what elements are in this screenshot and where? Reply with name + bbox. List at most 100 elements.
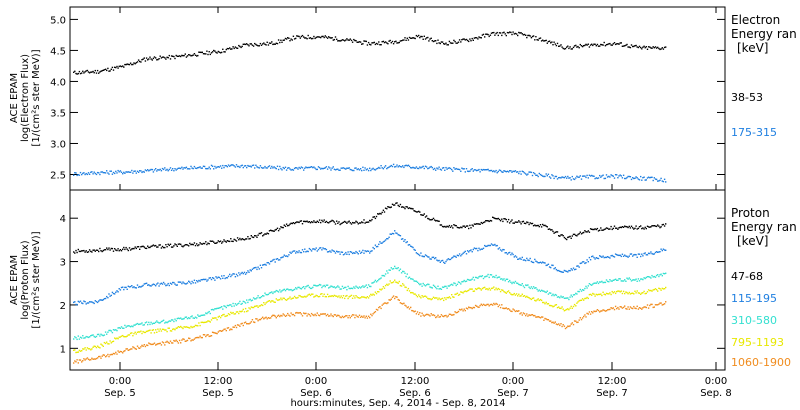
data-point: [177, 243, 180, 245]
data-point: [150, 245, 152, 248]
data-point: [380, 277, 382, 279]
data-point: [316, 312, 318, 314]
legend-range-175-315: 175-315: [731, 126, 777, 139]
data-point: [556, 323, 559, 326]
data-point: [260, 232, 263, 234]
data-point: [118, 351, 120, 353]
data-point: [364, 250, 366, 252]
data-point: [339, 296, 341, 299]
data-point: [94, 345, 96, 348]
data-point: [283, 314, 285, 316]
data-point: [391, 281, 394, 284]
data-point: [158, 322, 160, 324]
data-point: [246, 166, 248, 169]
data-point: [135, 287, 137, 289]
data-point: [659, 48, 661, 51]
data-point: [526, 313, 528, 315]
data-point: [421, 285, 423, 287]
data-point: [441, 259, 444, 262]
data-point: [137, 331, 140, 333]
data-point: [268, 165, 271, 167]
data-point: [74, 360, 76, 362]
data-point: [364, 167, 366, 169]
data-point: [202, 242, 205, 245]
data-point: [381, 274, 383, 277]
data-point: [289, 168, 291, 170]
data-point: [265, 302, 267, 304]
data-point: [492, 32, 494, 34]
data-point: [613, 42, 616, 44]
data-point: [265, 316, 267, 318]
data-point: [380, 242, 382, 244]
data-point: [611, 228, 613, 231]
data-point: [199, 315, 201, 317]
data-point: [235, 240, 238, 242]
data-point: [137, 59, 140, 61]
data-point: [616, 307, 618, 310]
data-point: [112, 352, 115, 355]
data-point: [345, 39, 347, 41]
data-point: [661, 287, 663, 290]
data-point: [448, 224, 451, 227]
data-point: [176, 327, 178, 329]
data-point: [418, 313, 420, 316]
data-point: [433, 167, 436, 170]
data-point: [632, 292, 634, 294]
data-point: [162, 319, 165, 321]
data-point: [663, 178, 666, 180]
data-point: [126, 248, 128, 250]
data-point: [498, 304, 501, 306]
data-point: [583, 315, 585, 318]
data-point: [214, 50, 216, 52]
data-point: [599, 281, 601, 283]
data-point: [440, 298, 443, 300]
data-point: [322, 247, 324, 249]
data-point: [437, 220, 439, 222]
data-point: [299, 251, 301, 254]
data-point: [361, 43, 363, 45]
data-point: [93, 302, 95, 305]
data-point: [181, 54, 183, 57]
data-point: [313, 35, 315, 38]
data-point: [444, 297, 446, 299]
data-point: [264, 303, 266, 306]
data-point: [517, 34, 519, 37]
data-point: [663, 288, 666, 290]
data-point: [506, 253, 509, 255]
data-point: [250, 300, 252, 302]
data-point: [617, 43, 619, 45]
data-point: [288, 37, 290, 39]
data-point: [296, 250, 298, 253]
data-point: [290, 312, 292, 314]
data-point: [603, 281, 605, 284]
data-point: [477, 223, 479, 225]
data-point: [537, 39, 539, 41]
data-point: [255, 164, 257, 166]
data-point: [322, 295, 324, 297]
data-point: [503, 170, 505, 172]
data-point: [407, 306, 410, 308]
data-point: [548, 176, 551, 178]
data-point: [530, 286, 533, 288]
data-point: [213, 168, 215, 170]
data-point: [177, 281, 180, 283]
data-point: [205, 321, 207, 323]
data-point: [289, 296, 291, 298]
data-point: [358, 169, 361, 171]
data-point: [458, 168, 461, 171]
data-point: [213, 331, 215, 334]
data-point: [120, 351, 123, 353]
data-point: [353, 295, 355, 297]
data-point: [152, 283, 155, 285]
data-point: [323, 36, 325, 39]
data-point: [166, 284, 168, 286]
data-point: [170, 330, 173, 332]
data-point: [96, 345, 99, 347]
data-point: [430, 165, 432, 168]
data-point: [632, 177, 634, 179]
y-tick-label: 4.5: [50, 46, 66, 57]
data-point: [282, 166, 284, 169]
data-point: [118, 288, 120, 290]
data-point: [238, 44, 240, 47]
data-point: [78, 359, 81, 361]
